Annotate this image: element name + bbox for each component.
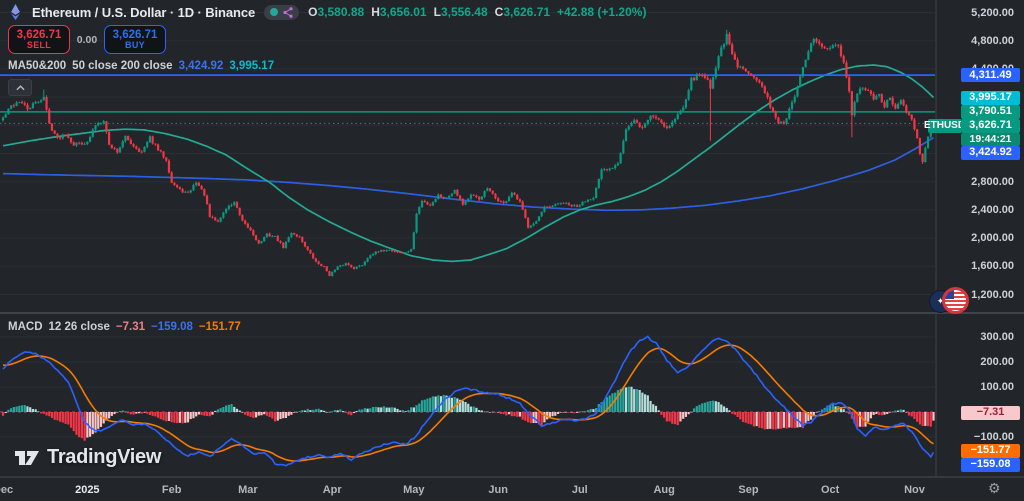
macd-signal-value: −151.77 <box>198 321 241 333</box>
close-value: 3,626.71 <box>503 5 551 19</box>
macd-line-axis-label: −159.08 <box>961 457 1020 472</box>
chart-header: Ethereum / U.S. Dollar · 1D · Binance O3… <box>8 3 646 21</box>
market-status-dot-icon <box>270 8 279 16</box>
time-axis-label: Sep <box>738 484 759 496</box>
sell-button[interactable]: 3,626.71 SELL <box>8 25 70 54</box>
bar-countdown-label: 19:44:21 <box>961 132 1020 146</box>
macd-axis-tick: 100.00 <box>980 381 1014 393</box>
price-axis-tick: 2,000.00 <box>971 232 1014 245</box>
price-axis-tick: 2,800.00 <box>971 175 1014 188</box>
macd-lines <box>2 335 935 467</box>
spread-value: 0.00 <box>76 33 98 46</box>
moving-average-lines <box>2 64 935 263</box>
macd-axis-tick: 200.00 <box>980 356 1014 368</box>
price-label-green-level: 3,790.51 <box>961 104 1020 119</box>
price-axis-tick: 4,800.00 <box>971 34 1014 47</box>
macd-histogram <box>1 386 935 441</box>
price-label-ma50: 3,424.92 <box>961 145 1020 160</box>
symbol-price-tag: ETHUSD <box>923 118 966 133</box>
price-axis-tick: 5,200.00 <box>971 6 1014 19</box>
ma200-value: 3,995.17 <box>229 60 275 72</box>
timezone-settings-gear-icon[interactable]: ⚙ <box>988 480 1001 496</box>
time-axis-label: Dec <box>0 484 14 496</box>
macd-hist-value: −7.31 <box>115 321 145 333</box>
macd-signal-line <box>2 344 934 462</box>
ethereum-logo-icon <box>11 4 20 20</box>
time-axis-label: Mar <box>238 484 258 496</box>
macd-axis-tick: −100.00 <box>973 431 1014 443</box>
low-value: 3,556.48 <box>440 5 488 19</box>
price-axis-tick: 2,400.00 <box>971 203 1014 216</box>
open-value: 3,580.88 <box>317 5 365 19</box>
tradingview-mark-icon <box>15 450 39 465</box>
macd-line-value: −159.08 <box>151 321 193 333</box>
buy-button[interactable]: 3,626.71 BUY <box>104 25 166 54</box>
time-axis-label: Jun <box>488 484 508 496</box>
price-label-ma200: 3,995.17 <box>961 90 1020 105</box>
price-axis-tick: 1,200.00 <box>971 288 1014 301</box>
macd-main-line <box>2 335 935 467</box>
symbol-status-pill[interactable] <box>264 4 300 20</box>
macd-indicator-legend[interactable]: MACD 12 26 close −7.31 −159.08 −151.77 <box>8 321 241 333</box>
symbol-title[interactable]: Ethereum / U.S. Dollar · 1D · Binance <box>32 4 256 20</box>
candlestick-series <box>1 29 935 277</box>
order-panel: 3,626.71 SELL 0.00 3,626.71 BUY <box>8 25 166 54</box>
high-value: 3,656.01 <box>379 5 427 19</box>
ma-indicator-legend[interactable]: MA50&200 50 close 200 close 3,424.92 3,9… <box>8 60 275 72</box>
time-axis-label: May <box>403 484 425 496</box>
grid-lines <box>0 12 935 438</box>
price-label-blue-level: 4,311.49 <box>961 68 1020 82</box>
pane-collapse-button[interactable] <box>8 79 32 96</box>
share-ideas-icon <box>283 6 293 18</box>
time-axis-label: Nov <box>904 484 925 496</box>
chevron-up-icon <box>15 84 25 90</box>
pane-separators <box>0 0 1024 478</box>
time-axis-label: Oct <box>820 484 840 496</box>
ohlc-readout: O3,580.88 H3,656.01 L3,556.48 C3,626.71 … <box>308 5 647 19</box>
tradingview-logo[interactable]: TradingView <box>14 446 161 469</box>
time-axis-label: 2025 <box>75 484 100 496</box>
time-axis-label: Aug <box>653 484 675 496</box>
ma200-line <box>2 64 935 263</box>
us-flag-badge <box>942 287 969 314</box>
macd-signal-axis-label: −151.77 <box>961 443 1020 458</box>
time-axis-label: Apr <box>322 484 342 496</box>
time-axis-label: Feb <box>161 484 182 496</box>
ma50-value: 3,424.92 <box>178 60 224 72</box>
macd-axis-tick: 300.00 <box>980 331 1014 343</box>
price-axis-tick: 1,600.00 <box>971 260 1014 273</box>
tradingview-logo-text: TradingView <box>47 446 162 468</box>
macd-hist-axis-label: −7.31 <box>961 405 1020 420</box>
last-price-label: 3,626.71 <box>961 118 1020 133</box>
economic-event-us-flag-icon[interactable]: ✦ <box>929 286 969 316</box>
time-axis-label: Jul <box>571 484 588 496</box>
change-value: +42.88 (+1.20%) <box>557 5 647 19</box>
price-level-lines <box>0 74 935 124</box>
